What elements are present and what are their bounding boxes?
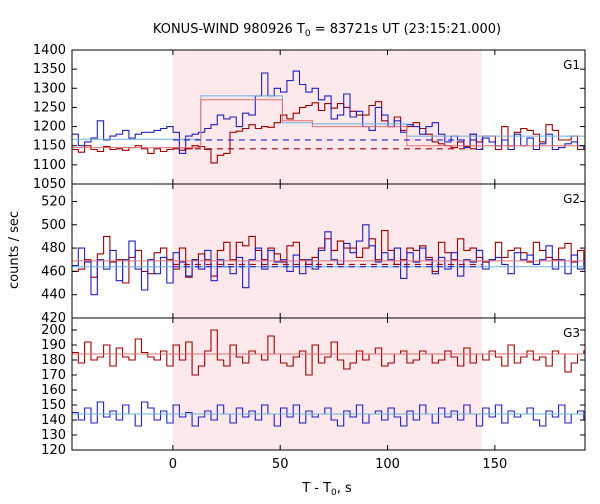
y-tick-label: 1150 [33,139,66,154]
chart-title-subscript: 0 [305,29,311,39]
x-axis-label-subscript: 0 [331,488,337,498]
panel-label: G1 [563,58,580,72]
y-tick-label: 460 [41,264,66,279]
y-tick-label: 1250 [33,100,66,115]
series-blue-histogram [72,70,585,154]
plot-area [72,224,585,296]
y-tick-label: 520 [41,194,66,209]
y-tick-label: 1200 [33,120,66,135]
series-blue-histogram [72,401,585,427]
y-tick-label: 1100 [33,158,66,173]
x-tick-label: 100 [375,457,400,472]
shaded-interval [172,184,482,318]
chart-title-prefix: KONUS-WIND 980926 T [153,22,305,37]
y-tick-label: 120 [41,443,66,458]
y-tick-label: 420 [41,311,66,326]
y-tick-label: 1400 [33,43,66,58]
chart-title-suffix: = 83721s UT (23:15:21.000) [311,22,501,37]
series-blue-histogram [72,224,585,296]
x-tick-label: 50 [272,457,289,472]
panels: 10501100115012001250130013501400G1420440… [33,43,586,472]
y-tick-label: 130 [41,428,66,443]
y-tick-label: 1350 [33,62,66,77]
y-tick-label: 200 [41,323,66,338]
series-red-histogram [72,101,585,164]
x-tick-label: 0 [169,457,177,472]
y-tick-label: 1050 [33,177,66,192]
y-tick-label: 150 [41,398,66,413]
shaded-interval [172,50,482,184]
panel-label: G3 [563,326,580,340]
y-tick-label: 170 [41,368,66,383]
panel-g1: 1050 1100 1150 1200 1250 1300 1350 1400 G1 [33,43,586,192]
panel-g2: 420 440 460 480 500 520 G2 [41,183,586,326]
y-tick-label: 180 [41,353,66,368]
y-tick-label: 480 [41,241,66,256]
y-axis-label: counts / sec [7,211,22,289]
x-axis-label-prefix: T - T [301,481,331,496]
y-tick-label: 500 [41,218,66,233]
y-tick-label: 1300 [33,81,66,96]
chart-title: KONUS-WIND 980926 T0 = 83721s UT (23:15:… [153,22,501,39]
y-tick-label: 160 [41,383,66,398]
background-bg_red-level [72,99,585,149]
y-tick-label: 140 [41,413,66,428]
x-tick-label: 150 [482,457,507,472]
plot-area [72,329,585,427]
shaded-interval [172,318,482,450]
panel-label: G2 [563,192,580,206]
x-axis-label-suffix: , s [337,481,352,496]
panel-frame [71,317,586,451]
y-tick-label: 190 [41,338,66,353]
plot-area [72,70,585,164]
x-axis-label: T - T0, s [301,481,352,498]
y-tick-label: 440 [41,288,66,303]
